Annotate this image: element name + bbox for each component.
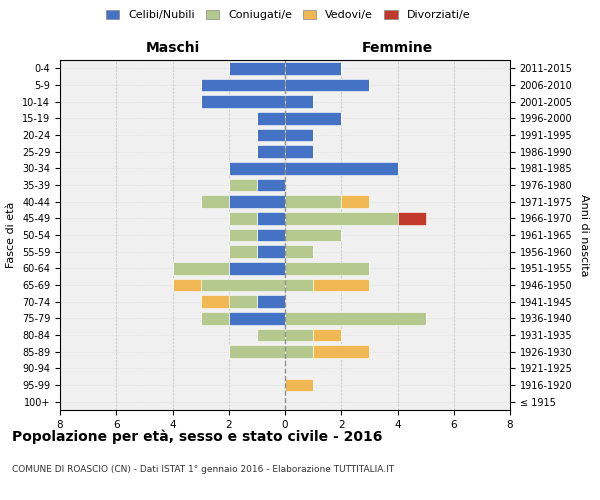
Bar [229, 62, 285, 74]
Bar [200, 296, 229, 308]
Bar [285, 329, 313, 341]
Bar [200, 79, 285, 92]
Bar [313, 279, 370, 291]
Bar [229, 162, 285, 174]
Bar [229, 312, 285, 324]
Bar [200, 196, 229, 208]
Bar [173, 279, 200, 291]
Bar [285, 379, 313, 391]
Bar [229, 212, 257, 224]
Bar [200, 279, 285, 291]
Bar [257, 112, 285, 124]
Bar [285, 312, 425, 324]
Bar [285, 96, 313, 108]
Bar [229, 262, 285, 274]
Bar [173, 262, 229, 274]
Y-axis label: Anni di nascita: Anni di nascita [579, 194, 589, 276]
Text: COMUNE DI ROASCIO (CN) - Dati ISTAT 1° gennaio 2016 - Elaborazione TUTTITALIA.IT: COMUNE DI ROASCIO (CN) - Dati ISTAT 1° g… [12, 465, 394, 474]
Bar [398, 212, 425, 224]
Bar [285, 146, 313, 158]
Bar [257, 212, 285, 224]
Bar [313, 346, 370, 358]
Bar [285, 262, 370, 274]
Bar [229, 246, 257, 258]
Bar [257, 296, 285, 308]
Bar [313, 329, 341, 341]
Bar [200, 312, 229, 324]
Bar [285, 212, 398, 224]
Bar [257, 246, 285, 258]
Text: Popolazione per età, sesso e stato civile - 2016: Popolazione per età, sesso e stato civil… [12, 430, 382, 444]
Bar [285, 246, 313, 258]
Bar [285, 162, 398, 174]
Bar [229, 346, 285, 358]
Legend: Celibi/Nubili, Coniugati/e, Vedovi/e, Divorziati/e: Celibi/Nubili, Coniugati/e, Vedovi/e, Di… [101, 6, 475, 25]
Bar [257, 146, 285, 158]
Bar [257, 229, 285, 241]
Bar [229, 179, 257, 192]
Bar [257, 179, 285, 192]
Bar [229, 196, 285, 208]
Bar [229, 296, 257, 308]
Bar [285, 346, 313, 358]
Bar [285, 229, 341, 241]
Bar [257, 129, 285, 141]
Bar [285, 196, 341, 208]
Bar [285, 79, 370, 92]
Bar [229, 229, 257, 241]
Bar [341, 196, 370, 208]
Bar [285, 112, 341, 124]
Y-axis label: Fasce di età: Fasce di età [7, 202, 16, 268]
Bar [285, 62, 341, 74]
Bar [200, 96, 285, 108]
Bar [285, 129, 313, 141]
Bar [285, 279, 313, 291]
Bar [257, 329, 285, 341]
